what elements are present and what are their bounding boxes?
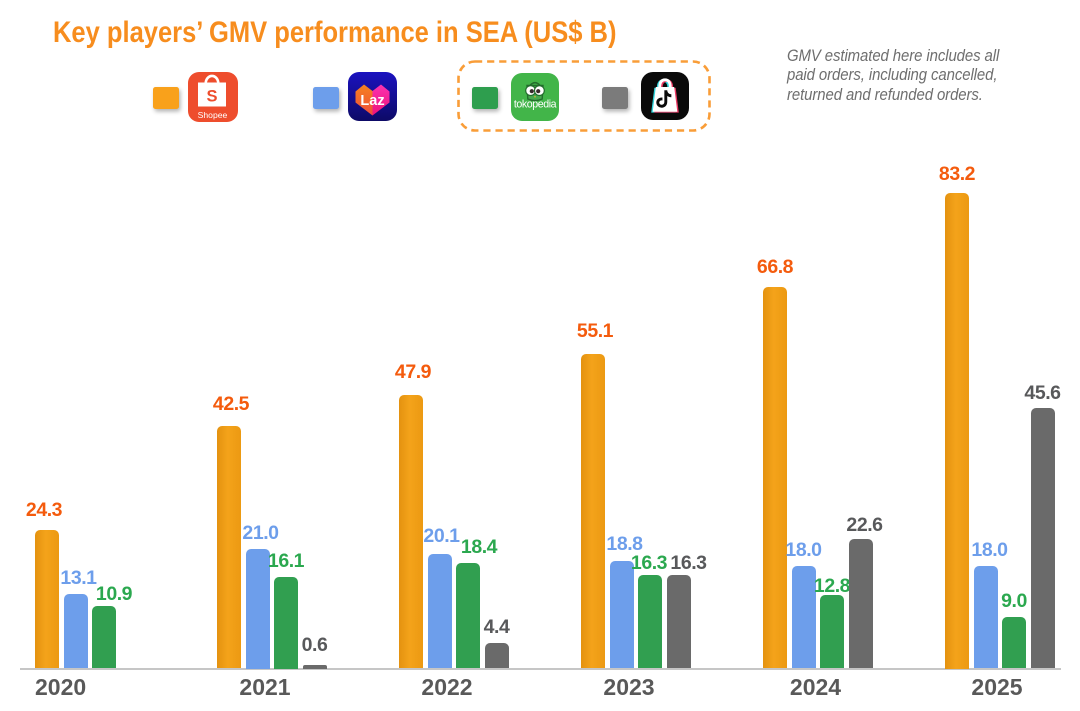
svg-text:Shopee: Shopee: [198, 110, 228, 120]
svg-text:tokopedia: tokopedia: [514, 99, 557, 111]
svg-text:Laz: Laz: [360, 93, 384, 109]
svg-text:S: S: [206, 88, 217, 106]
